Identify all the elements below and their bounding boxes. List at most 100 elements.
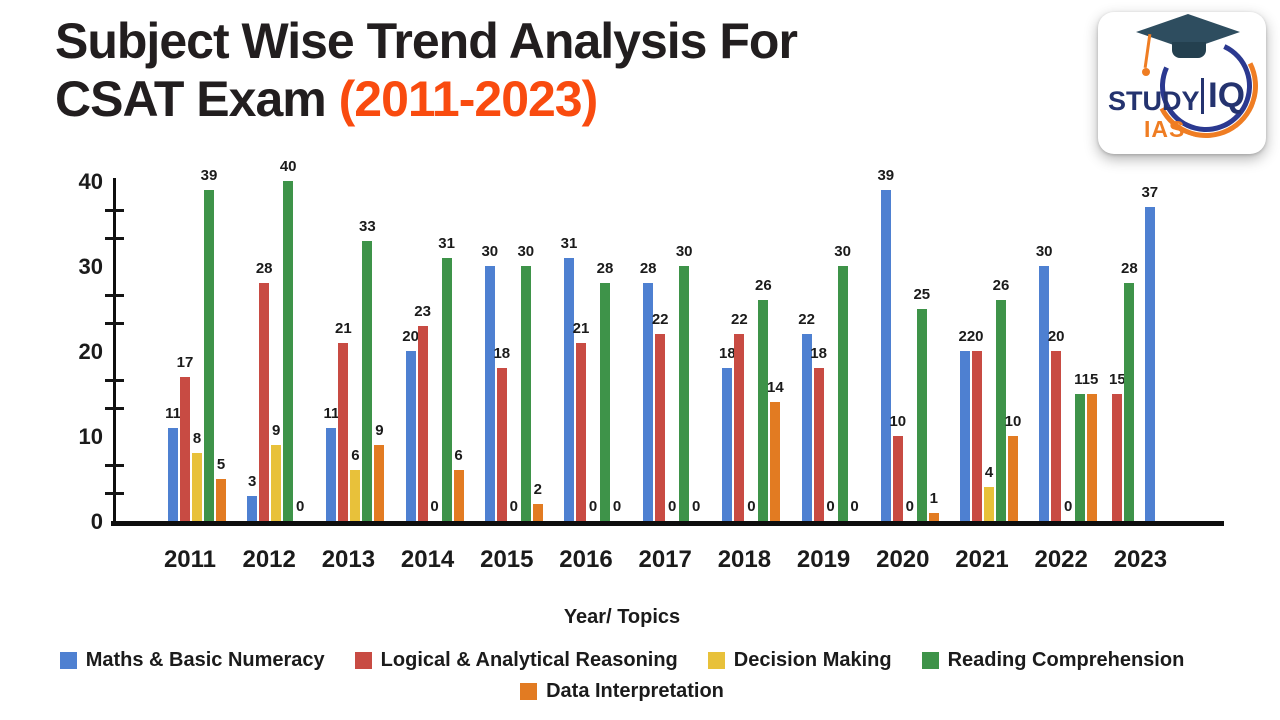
y-axis-minor-tick (105, 407, 124, 411)
year-group-2017: 28 22 0 30 0 (640, 171, 701, 521)
value-label: 1 (929, 489, 938, 507)
year-group-2018: 18 22 0 26 14 (719, 171, 784, 521)
value-label: 4 (984, 464, 994, 481)
y-axis-tick-label: 40 (78, 169, 103, 194)
x-axis-category-label: 2017 (638, 546, 692, 573)
studyiq-ias-logo: STUDY IQ IAS (1098, 12, 1272, 154)
y-axis-minor-tick (105, 322, 124, 326)
bar-2023-maths (1144, 206, 1155, 521)
legend-swatch-icon (354, 652, 372, 669)
legend-label: Data Interpretation (546, 680, 724, 702)
value-label: 15 (1109, 370, 1126, 388)
bar-2014-data (453, 470, 464, 521)
year-group-2023: 15 28 37 (1109, 171, 1176, 521)
bar-2013-maths (326, 427, 337, 521)
bar-2018-data (770, 402, 781, 521)
title-line-1: Subject Wise Trend Analysis For (55, 12, 1035, 70)
x-axis-category-label: 2019 (796, 546, 851, 573)
value-label: 11 (323, 404, 340, 422)
x-axis-title-wrap: Year/ Topics (0, 606, 1244, 629)
bar-2012-logical (259, 283, 270, 521)
value-label: 26 (992, 277, 1010, 294)
value-label: 11 (165, 404, 181, 422)
value-label: 0 (612, 498, 622, 515)
value-label: 18 (810, 345, 827, 362)
year-group-2012: 3 28 9 40 0 (247, 158, 305, 521)
value-label: 26 (755, 277, 772, 294)
x-axis-line (111, 521, 1224, 526)
year-group-2011: 11 17 8 39 5 (165, 167, 226, 521)
bar-2016-reading (600, 283, 610, 521)
bar-2018-reading (758, 300, 769, 521)
y-axis-tick-label: 30 (78, 254, 103, 279)
value-label: 31 (438, 234, 455, 252)
bar-2012-reading (283, 181, 294, 521)
bar-2015-reading (520, 266, 531, 521)
year-group-2019: 22 18 0 30 0 (798, 171, 860, 521)
bar-2016-maths (564, 257, 574, 521)
bar-2019-logical (813, 368, 824, 521)
bar-2017-maths (643, 283, 654, 521)
bar-2016-logical (576, 342, 586, 521)
value-label: 9 (375, 421, 384, 439)
value-label: 40 (279, 158, 297, 175)
x-axis-category-label: 2012 (242, 546, 296, 573)
value-label: 39 (200, 166, 218, 184)
value-label: 0 (905, 498, 914, 515)
legend-item-4: Reading Comprehension (921, 649, 1185, 672)
value-label: 21 (572, 319, 590, 337)
bar-2018-maths (722, 368, 733, 521)
y-axis-minor-tick (105, 378, 124, 382)
legend-swatch-icon (921, 652, 939, 669)
value-label: 6 (454, 447, 463, 464)
legend-label: Reading Comprehension (947, 649, 1185, 671)
y-axis-line (113, 178, 116, 525)
bar-2014-reading (441, 257, 452, 521)
bar-2023-logical (1112, 393, 1123, 521)
bar-2020-maths (880, 189, 891, 521)
title-line1-text: Subject Wise Trend Analysis For (55, 13, 798, 69)
value-label: 39 (877, 166, 895, 184)
bar-2022-data (1087, 393, 1098, 521)
bar-2014-maths (405, 351, 416, 521)
bar-2013-reading (362, 240, 373, 521)
value-label: 31 (560, 234, 578, 252)
bar-2015-maths (484, 266, 495, 521)
bar-2023-reading (1124, 283, 1135, 521)
value-label: 115 (1074, 370, 1099, 388)
x-axis-category-label: 2015 (480, 546, 534, 573)
value-label: 0 (588, 498, 598, 515)
value-label: 0 (826, 498, 835, 515)
legend-item-1: Maths & Basic Numeracy (59, 649, 325, 672)
legend-item-5: Data Interpretation (520, 680, 724, 703)
x-axis-category-label: 2020 (876, 546, 930, 573)
year-group-2016: 31 21 0 28 0 (560, 171, 622, 521)
legend-row-2: Data Interpretation (0, 680, 1244, 703)
x-axis-category-label: 2018 (717, 546, 772, 573)
bar-2022-reading (1075, 393, 1086, 521)
bar-2021-data (1008, 436, 1018, 521)
value-label: 0 (747, 498, 756, 515)
bar-2019-reading (837, 266, 848, 521)
year-group-2014: 20 23 0 31 6 (402, 171, 464, 521)
value-label: 0 (668, 498, 677, 515)
value-label: 30 (1035, 243, 1053, 260)
value-label: 5 (216, 455, 226, 473)
y-axis-tick-label: 10 (78, 424, 103, 449)
value-label: 3 (248, 472, 257, 490)
y-axis-minor-tick (105, 492, 124, 496)
legend-swatch-icon (707, 652, 725, 669)
year-group-2022: 30 20 0 115 (1035, 171, 1099, 521)
legend-swatch-icon (59, 652, 77, 669)
logo-text-study: STUDY (1108, 86, 1200, 116)
x-axis-category-label: 2016 (559, 546, 613, 573)
y-axis-minor-tick (105, 463, 124, 467)
graduation-cap-base-icon (1172, 42, 1206, 58)
bar-2012-maths (247, 495, 258, 521)
logo-text-iq: IQ (1201, 78, 1245, 114)
title-line-2: CSAT Exam (2011-2023) (55, 70, 1035, 128)
value-label: 22 (651, 311, 669, 328)
x-axis-category-label: 2013 (321, 546, 376, 573)
bar-2022-logical (1051, 351, 1062, 521)
